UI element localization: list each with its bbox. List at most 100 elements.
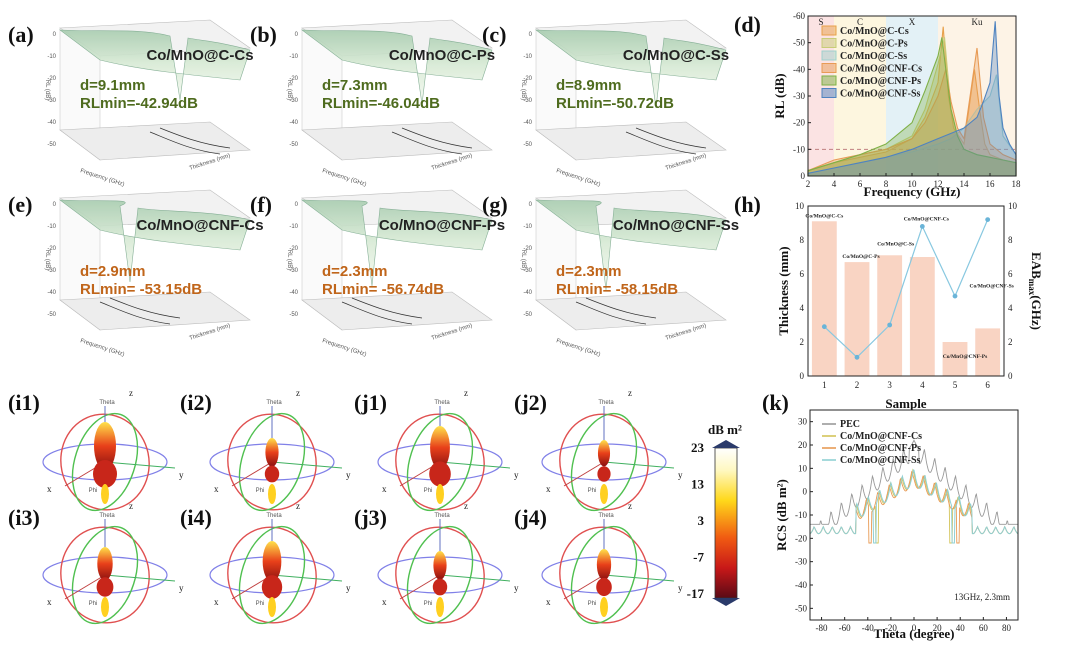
- panel-label-j3: (j3): [354, 505, 387, 530]
- radar-pattern-8: Theta z y x Phi: [541, 501, 683, 625]
- contour-line: [575, 301, 647, 325]
- x-axis: [563, 461, 605, 487]
- surface-ytick: -30: [47, 268, 56, 274]
- main-lobe-upper: [596, 549, 612, 581]
- contour-line: [391, 131, 463, 155]
- x-axis: [563, 574, 605, 600]
- theta-label: Theta: [266, 400, 282, 406]
- bar-label: Co/MnO@CNF-Cs: [904, 216, 949, 222]
- panel-label-d: (d): [734, 12, 761, 37]
- x-label: x: [214, 597, 219, 607]
- tail-lobe: [268, 484, 276, 504]
- surface-title: Co/MnO@C-Ps: [389, 47, 495, 64]
- contour-line: [635, 127, 707, 149]
- panel-label-i4: (i4): [180, 505, 212, 530]
- ring-vertical-red: [559, 526, 649, 624]
- surface-xlabel: Frequency (GHz): [321, 168, 367, 188]
- ytick-right: 8: [1008, 235, 1013, 245]
- ring-vertical-red: [395, 413, 485, 511]
- y-axis: [439, 574, 511, 582]
- colorbar-top-arrow: [712, 440, 740, 448]
- contour-line: [159, 127, 231, 149]
- bar-label: Co/MnO@C-Cs: [805, 213, 843, 219]
- eab-point: [952, 293, 958, 299]
- surface-zlabel: Thickness (mm): [665, 153, 707, 172]
- tail-lobe: [101, 484, 109, 504]
- xtick-label: 1: [822, 380, 827, 390]
- main-lobe-lower: [597, 466, 611, 482]
- xtick-label: 2: [806, 179, 811, 189]
- y-axis: [271, 461, 343, 469]
- z-label: z: [129, 388, 133, 398]
- y-label: y: [346, 470, 351, 480]
- z-label: z: [129, 501, 133, 511]
- tail-lobe: [101, 597, 109, 617]
- xtick-label: 10: [908, 179, 918, 189]
- legend-entry: Co/MnO@C-Ss: [840, 51, 907, 62]
- ring-vertical-green: [406, 412, 474, 512]
- legend-entry: Co/MnO@C-Ps: [840, 39, 908, 50]
- surface-ytick: -40: [289, 290, 298, 296]
- y-axis-label: RL (dB): [772, 73, 787, 118]
- ytick-label: -20: [793, 118, 805, 128]
- surface-thickness-label: d=2.3mm: [322, 263, 387, 280]
- surface-panel-5: 0 -10 -20 -30 -40 -50 RL (dB) Frequency (GHz) Th…: [286, 189, 505, 358]
- series-Co/MnO@CNF-Ss: [807, 21, 1017, 177]
- ring-vertical-red: [227, 413, 317, 511]
- contour-line: [585, 297, 657, 319]
- main-lobe-lower: [96, 577, 114, 597]
- y-axis: [104, 461, 176, 469]
- surface-panel-1: 0 -10 -20 -30 -40 -50 RL (dB) Frequency (GHz) Th…: [44, 19, 254, 188]
- surface-xlabel: Frequency (GHz): [555, 338, 601, 358]
- panel-label-e: (e): [8, 192, 32, 217]
- eab-unit: (GHz): [1029, 295, 1044, 330]
- surface-thickness-label: d=2.9mm: [80, 263, 145, 280]
- surface-sheet: [59, 199, 251, 283]
- rcs-annotation: 13GHz, 2.3mm: [954, 592, 1010, 602]
- theta-label: Theta: [99, 513, 115, 519]
- ytick-label: -20: [795, 533, 807, 543]
- eab-point: [821, 324, 827, 330]
- surface-ylabel: RL (dB): [520, 80, 526, 100]
- x-axis: [399, 574, 441, 600]
- xtick-label: 14: [960, 179, 970, 189]
- surface-rlmin-label: RLmin=-50.72dB: [556, 95, 674, 112]
- colorbar-gradient: [714, 447, 738, 599]
- ytick-label: -30: [793, 91, 805, 101]
- panel-label-c: (c): [482, 22, 506, 47]
- tail-lobe: [600, 597, 608, 617]
- main-lobe-lower: [264, 465, 280, 483]
- surface-panel-3: 0 -10 -20 -30 -40 -50 RL (dB) Frequency (GHz) Th…: [520, 19, 729, 188]
- surface-thickness-label: d=9.1mm: [80, 77, 145, 94]
- radar-pattern-5: Theta z y x Phi: [42, 501, 184, 625]
- ytick-label: -10: [793, 144, 805, 154]
- legend-entry: Co/MnO@CNF-Ps: [840, 76, 921, 87]
- phi-label: Phi: [256, 488, 265, 494]
- surface-xlabel: Frequency (GHz): [79, 168, 125, 188]
- surface-ytick: 0: [53, 32, 57, 38]
- ring-vertical-green: [570, 412, 638, 512]
- surface-zlabel: Thickness (mm): [665, 323, 707, 342]
- chart-d-rl-frequency: S C X Ku 2 4 6 8 10 12 14 16 18 0 -10 -20 -30 -40 -50 -60 Fr…: [772, 11, 1021, 199]
- surface-ytick: -30: [289, 98, 298, 104]
- main-lobe-upper: [597, 440, 611, 467]
- surface-rlmin-label: RLmin= -58.15dB: [556, 281, 678, 298]
- ytick-right: 10: [1008, 201, 1018, 211]
- surface-rlmin-label: RLmin=-42.94dB: [80, 95, 198, 112]
- radar-pattern-4: Theta z y x Phi: [541, 388, 683, 512]
- surface-ytick: -20: [523, 76, 532, 82]
- z-label: z: [628, 388, 632, 398]
- y-label: y: [179, 583, 184, 593]
- legend-entry: Co/MnO@C-Cs: [840, 26, 909, 37]
- panel-label-k: (k): [762, 390, 789, 415]
- xtick-label: 5: [953, 380, 958, 390]
- panel-labels: (a) (b) (c) (d) (e) (f) (g) (h) (i1) (i2) (j1) (j2)…: [8, 12, 789, 530]
- contour-line: [401, 127, 473, 149]
- bar-thickness: [877, 255, 903, 376]
- z-label: z: [464, 388, 468, 398]
- surface-floor: [59, 291, 251, 331]
- main-lobe-lower: [261, 575, 283, 599]
- bar-thickness: [811, 221, 837, 376]
- xtick-label: 4: [920, 380, 925, 390]
